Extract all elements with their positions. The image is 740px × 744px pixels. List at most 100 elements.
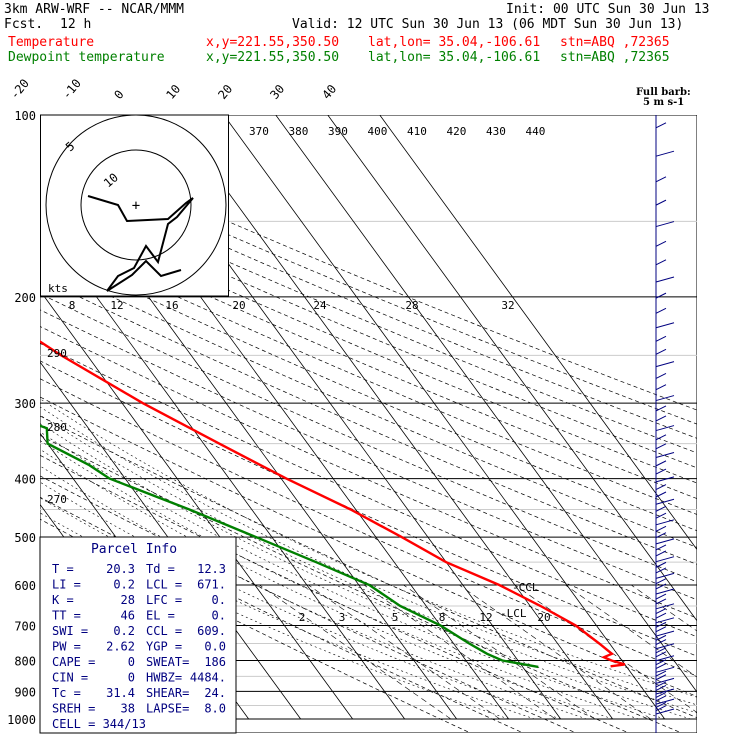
mixing-ratio-line <box>403 584 596 720</box>
parcel-info-value: 12.3 <box>197 562 226 576</box>
mixing-ratio-label: 32 <box>501 299 514 312</box>
theta-e-label: 270 <box>47 493 67 506</box>
moist-adiabat <box>40 440 639 720</box>
hodograph-ring-outer <box>45 115 227 296</box>
pressure-label: 100 <box>14 109 36 123</box>
wind-barb <box>655 691 667 698</box>
parcel-info-key: LAPSE= <box>146 702 189 716</box>
wind-barb <box>655 677 675 684</box>
wind-barb <box>655 484 667 491</box>
wind-barb <box>655 598 667 605</box>
dry-adiabat <box>40 309 697 601</box>
valid-time: Valid: 12 UTC Sun 30 Jun 13 (06 MDT Sun … <box>292 17 684 32</box>
isotherm <box>40 290 353 720</box>
temperature-tick-label: -10 <box>59 76 84 102</box>
dry-adiabat <box>40 415 697 719</box>
wind-barb <box>655 505 667 512</box>
wind-barb <box>655 608 667 615</box>
mixing-ratio-line <box>565 584 697 678</box>
wind-barb <box>655 634 667 641</box>
wind-barb <box>655 512 667 519</box>
wind-barb <box>655 663 667 669</box>
temperature-tick-label: 0 <box>111 87 126 102</box>
parcel-info-key: HWBZ= <box>146 671 182 685</box>
wind-barb <box>655 639 667 646</box>
temperature-tick-label: 30 <box>267 82 287 102</box>
isotherm <box>275 115 697 693</box>
pressure-label: 200 <box>14 291 36 305</box>
wind-barb <box>655 695 667 702</box>
theta-label: 420 <box>447 125 467 138</box>
pressure-label: 300 <box>14 397 36 411</box>
wind-barb <box>655 583 667 590</box>
parcel-info-value: 0. <box>212 609 226 623</box>
parcel-info-key: SREH = <box>52 702 95 716</box>
legend-temperature-xy: x,y=221.55,350.50 <box>206 35 340 50</box>
wind-barb <box>655 405 667 412</box>
parcel-info-value: 38 <box>121 702 135 716</box>
forecast-label: Fcst. <box>4 17 44 32</box>
wind-barb <box>655 335 667 342</box>
mixing-ratio-line <box>363 584 556 720</box>
parcel-info-key: CCL = <box>146 624 182 638</box>
wind-barb <box>655 617 675 624</box>
wind-barb <box>655 567 667 574</box>
wind-barb <box>655 434 667 441</box>
parcel-info-key: CELL = 344/13 <box>52 717 146 731</box>
dry-adiabat <box>40 149 697 425</box>
wind-barb <box>655 561 667 568</box>
parcel-info-key: LFC = <box>146 593 182 607</box>
mixing-ratio-label: 8 <box>69 299 76 312</box>
parcel-info-value: 671. <box>197 578 226 592</box>
wind-barb <box>655 221 675 228</box>
lower-mixing-ratio-label: 5 <box>392 611 399 624</box>
parcel-info-value: 609. <box>197 624 226 638</box>
temperature-tick-label: 20 <box>215 82 235 102</box>
wind-barb <box>655 593 667 600</box>
lcl-label: -LCL <box>500 607 527 620</box>
mixing-ratio-label: 24 <box>313 299 327 312</box>
parcel-info-value: 0. <box>212 593 226 607</box>
wind-barb <box>655 498 675 505</box>
wind-barb <box>655 122 667 129</box>
parcel-info-key: SWEAT= <box>146 655 189 669</box>
wind-barb <box>655 491 667 498</box>
mixing-ratio-line <box>308 584 500 720</box>
parcel-info-key: PW = <box>52 640 81 654</box>
wind-barb <box>655 685 667 691</box>
moist-adiabat <box>40 414 697 714</box>
parcel-info-key: Td = <box>146 562 175 576</box>
parcel-info-value: 8.0 <box>204 702 226 716</box>
mixing-ratio-label: 16 <box>165 299 178 312</box>
parcel-info-key: TT = <box>52 609 81 623</box>
legend-temperature: Temperature <box>8 35 95 50</box>
wind-barb <box>655 150 675 157</box>
legend-dewpoint-stn: stn=ABQ ,72365 <box>560 50 670 65</box>
pressure-label: 600 <box>14 579 36 593</box>
dry-adiabat <box>40 189 697 469</box>
dry-adiabat <box>40 378 697 677</box>
parcel-info-value: 0 <box>128 655 135 669</box>
wind-barb <box>655 578 667 585</box>
pressure-label: 400 <box>14 473 36 487</box>
dry-adiabat <box>40 176 697 454</box>
wind-barb <box>655 702 667 708</box>
wind-barb <box>655 550 667 557</box>
parcel-info-key: EL = <box>146 609 175 623</box>
dry-adiabat <box>40 217 697 499</box>
wind-barb <box>655 588 675 595</box>
isotherm <box>327 115 697 622</box>
theta-e-label: 280 <box>47 421 67 434</box>
parcel-info-value: 2.62 <box>106 640 135 654</box>
wind-barb <box>655 544 667 551</box>
wind-barb <box>655 292 667 299</box>
moist-adiabat <box>40 398 697 698</box>
theta-label: 390 <box>328 125 348 138</box>
temperature-tick-label: 10 <box>163 82 183 102</box>
wind-barb <box>655 372 667 379</box>
isotherm <box>223 115 665 720</box>
legend-dewpoint-xy: x,y=221.55,350.50 <box>206 50 340 65</box>
parcel-info-key: YGP = <box>146 640 182 654</box>
wind-barb <box>655 307 667 314</box>
parcel-info-key: CAPE = <box>52 655 95 669</box>
